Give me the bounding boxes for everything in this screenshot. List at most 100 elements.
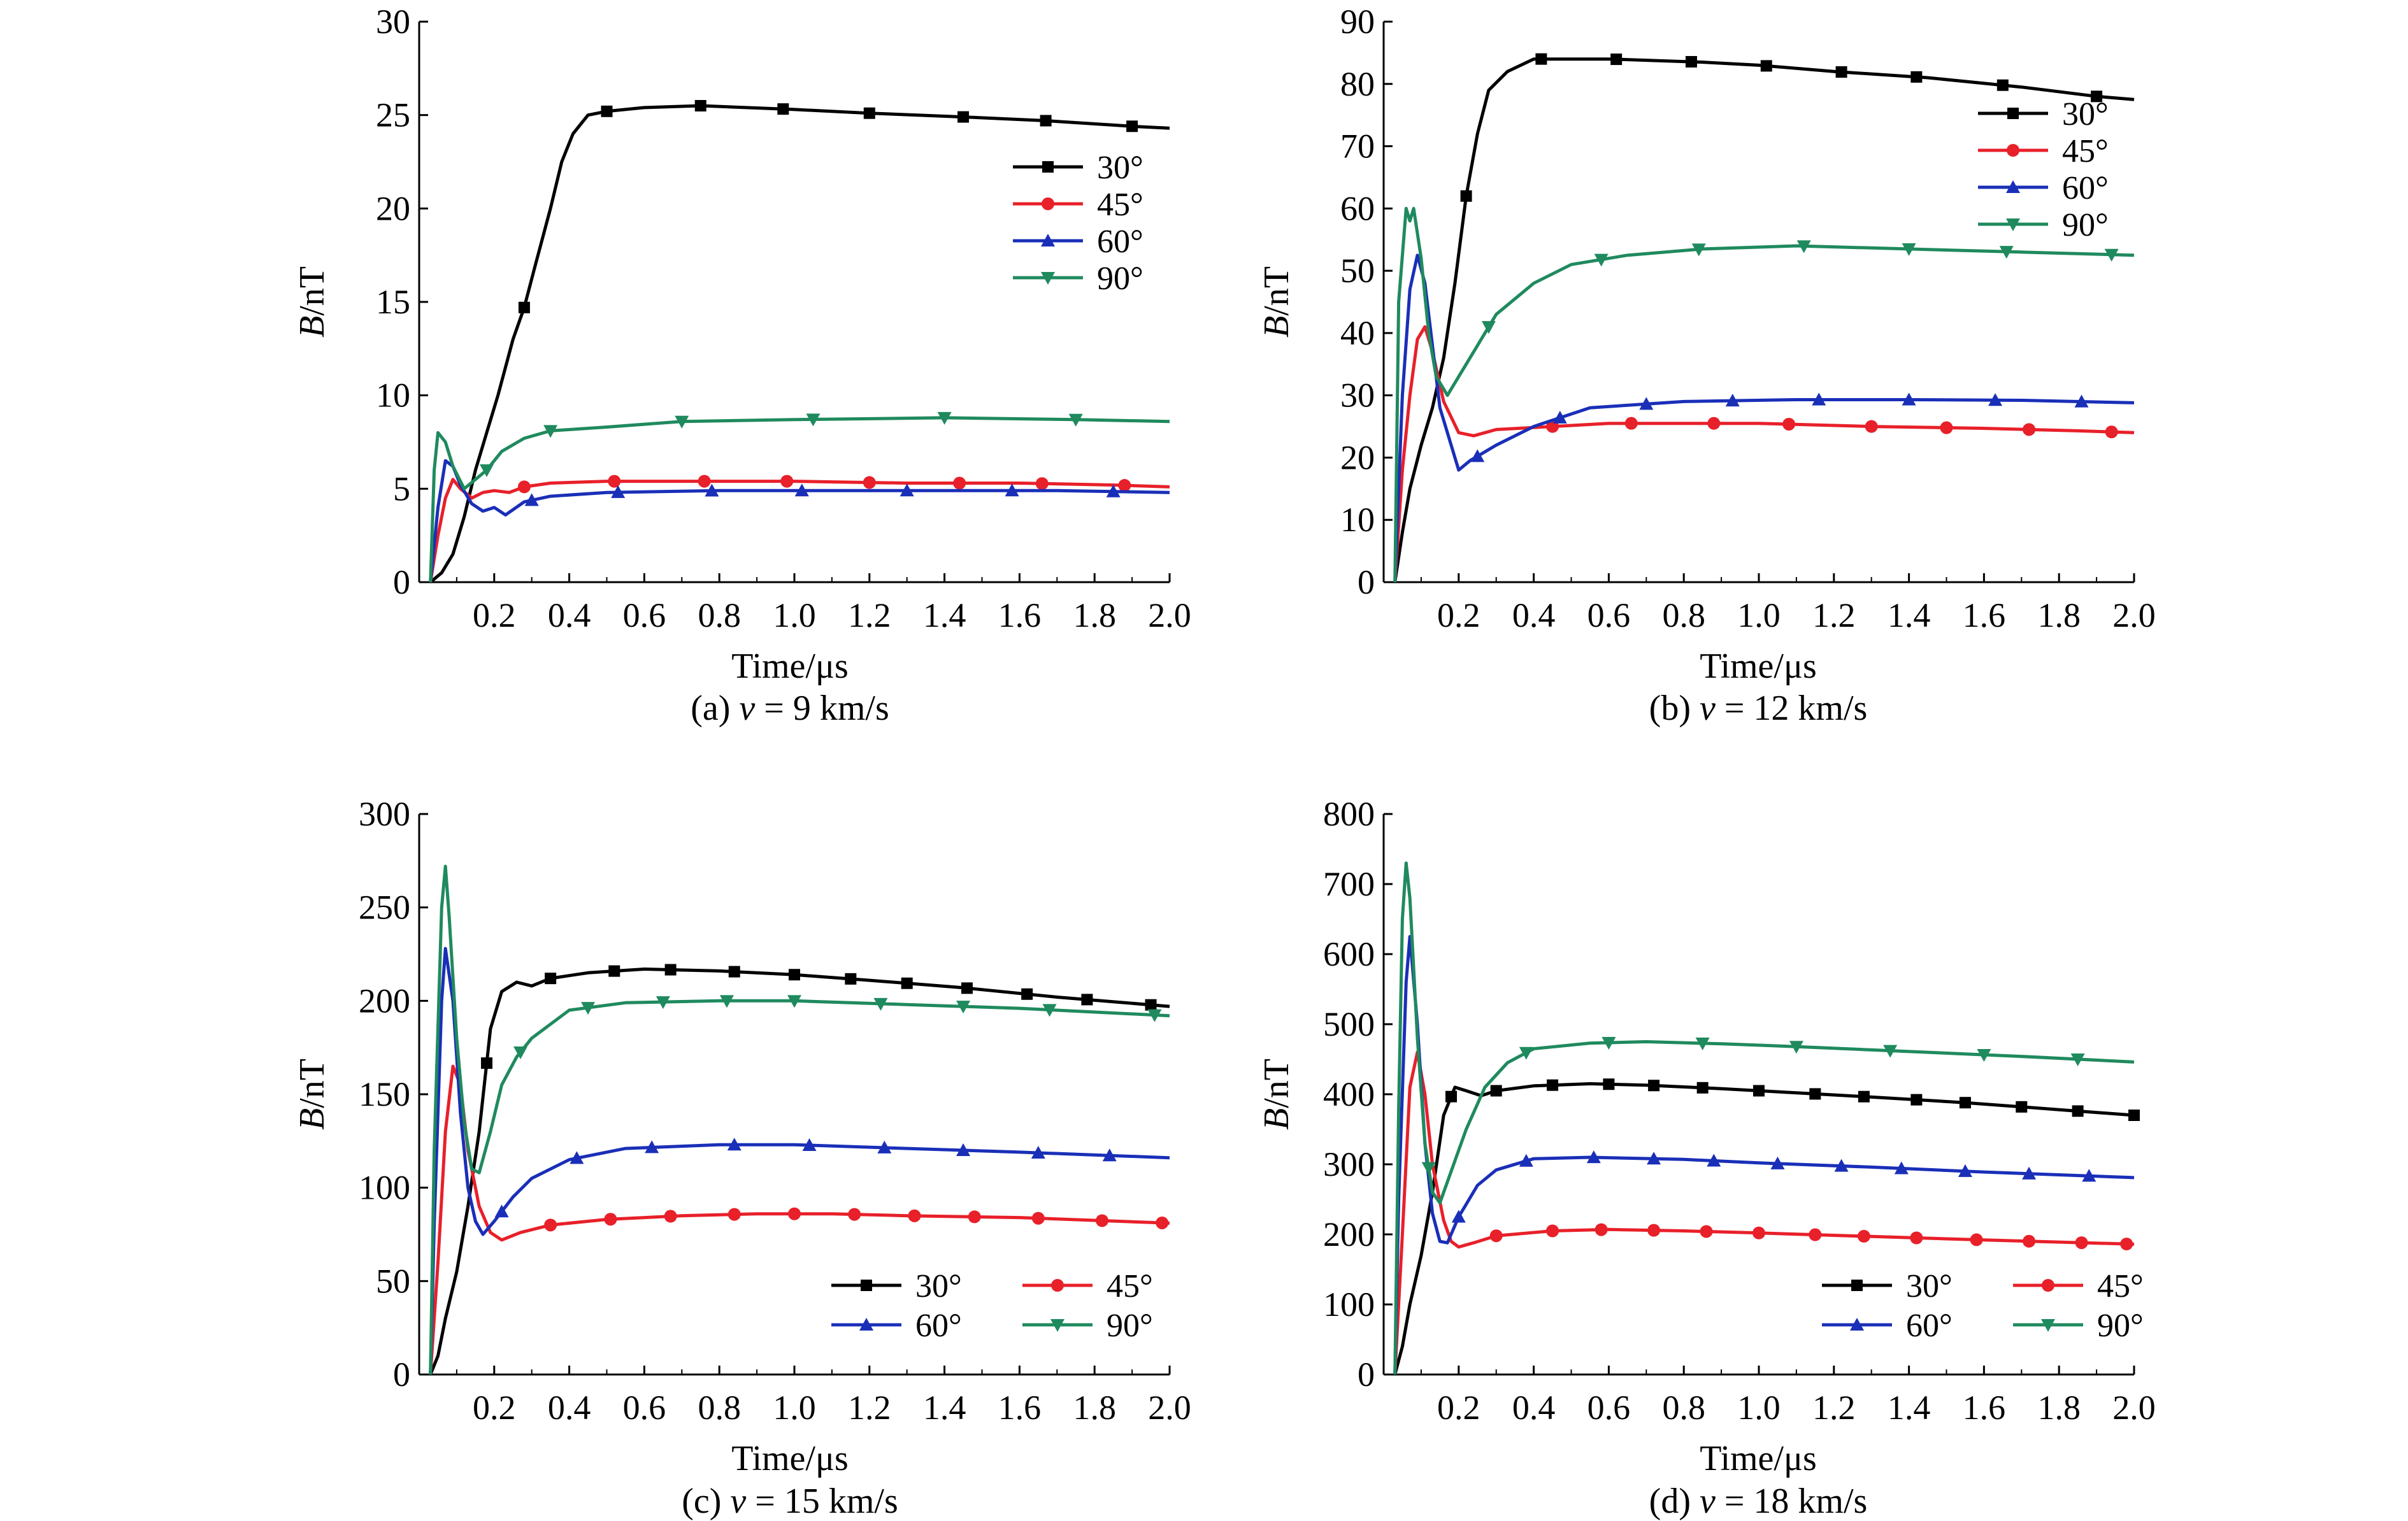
- series-marker: [1647, 1224, 1661, 1237]
- y-tick-label: 50: [376, 1262, 410, 1300]
- series-line-4: [1393, 861, 2135, 1375]
- series-marker: [1910, 1094, 1923, 1106]
- legend-label: 45°: [2097, 1268, 2144, 1304]
- series-line-3: [1393, 935, 2135, 1375]
- x-tick-label: 0.2: [1437, 1389, 1480, 1427]
- legend-label: 30°: [2062, 96, 2109, 132]
- y-tick-label: 60: [1340, 189, 1375, 227]
- series-marker: [2075, 1236, 2088, 1250]
- series-marker: [845, 973, 857, 985]
- series-line-4: [429, 864, 1170, 1375]
- series-marker: [1042, 1004, 1057, 1017]
- x-tick-label: 0.4: [548, 1389, 591, 1427]
- y-tick-label: 10: [376, 376, 410, 415]
- series-marker: [1809, 1228, 1822, 1241]
- series-marker: [517, 480, 531, 494]
- y-tick-label: 250: [359, 889, 410, 927]
- series-marker: [1696, 1082, 1709, 1094]
- legend-marker: [2007, 144, 2019, 157]
- series-marker: [780, 475, 794, 488]
- legend-marker: [1041, 234, 1055, 246]
- y-tick-label: 70: [1340, 127, 1375, 166]
- series-marker: [1685, 55, 1697, 68]
- series-marker: [848, 1208, 861, 1221]
- series-marker: [1958, 1164, 1972, 1177]
- series-marker: [2082, 1169, 2096, 1182]
- series-marker: [1760, 60, 1772, 72]
- legend-marker: [1042, 197, 1054, 210]
- series-marker: [1624, 417, 1638, 430]
- series-marker: [727, 1208, 741, 1221]
- legend-label: 30°: [1906, 1268, 1953, 1304]
- legend-marker: [1041, 272, 1055, 285]
- series-marker: [1603, 1078, 1615, 1090]
- series-line-1: [1393, 1082, 2135, 1375]
- legend-marker: [2006, 180, 2020, 193]
- series-marker: [2023, 423, 2036, 436]
- x-tick-label: 1.2: [1812, 1389, 1856, 1427]
- series-marker: [787, 995, 801, 1008]
- legend-marker: [1851, 1280, 1863, 1291]
- x-tick-label: 1.2: [848, 596, 891, 634]
- series-line-3: [1393, 254, 2135, 583]
- x-tick-label: 0.8: [698, 1389, 741, 1427]
- series-marker: [1999, 246, 2014, 259]
- series-line-4: [429, 416, 1170, 583]
- x-tick-label: 0.2: [473, 1389, 516, 1427]
- x-tick-label: 1.4: [923, 1389, 966, 1427]
- x-tick-label: 1.2: [848, 1389, 891, 1427]
- x-tick-label: 1.8: [1073, 1389, 1116, 1427]
- series-marker: [777, 103, 789, 115]
- x-tick-label: 0.2: [1437, 596, 1480, 634]
- x-tick-label: 0.2: [473, 596, 516, 634]
- series-marker: [2022, 1166, 2037, 1180]
- y-tick-label: 400: [1323, 1075, 1375, 1113]
- series-marker: [2104, 248, 2119, 262]
- y-tick-label: 700: [1323, 865, 1375, 903]
- x-axis-label: Time/μs: [731, 1439, 849, 1478]
- series-marker: [1490, 1085, 1502, 1097]
- series-marker: [1977, 1049, 1991, 1062]
- series-marker: [1106, 484, 1121, 497]
- series-marker: [1988, 393, 2003, 406]
- x-tick-label: 0.6: [1587, 596, 1631, 634]
- series-marker: [1834, 1159, 1849, 1172]
- series-marker: [968, 1210, 981, 1224]
- series-marker: [1753, 1085, 1765, 1097]
- series-marker: [2074, 394, 2089, 408]
- series-line-1: [1393, 57, 2135, 583]
- series-marker: [2120, 1238, 2133, 1251]
- series-marker: [1707, 417, 1721, 430]
- series-marker: [1546, 1224, 1559, 1238]
- series-marker: [581, 1002, 596, 1015]
- series-marker: [1126, 120, 1138, 132]
- y-tick-label: 30: [1340, 376, 1375, 415]
- series-marker: [719, 995, 734, 1008]
- series-marker: [1789, 1041, 1803, 1054]
- series-marker: [1481, 321, 1496, 334]
- series-marker: [545, 973, 557, 985]
- y-tick-label: 600: [1323, 935, 1375, 973]
- series-marker: [524, 493, 539, 506]
- series-marker: [789, 969, 800, 981]
- legend-marker: [2006, 218, 2020, 231]
- x-tick-label: 2.0: [1148, 1389, 1191, 1427]
- y-tick-label: 30: [376, 3, 410, 41]
- series-marker: [1910, 71, 1923, 83]
- series-marker: [645, 1140, 659, 1153]
- series-marker: [802, 1138, 817, 1151]
- series-marker: [901, 977, 913, 989]
- series-marker: [2016, 1101, 2028, 1113]
- series-marker: [1489, 1229, 1503, 1243]
- series-marker: [1068, 413, 1083, 427]
- panel-caption: (b) v = 12 km/s: [1649, 689, 1868, 728]
- y-tick-label: 10: [1340, 501, 1375, 539]
- y-tick-label: 300: [1323, 1145, 1375, 1183]
- x-tick-label: 0.6: [623, 1389, 666, 1427]
- x-tick-label: 1.6: [1963, 1389, 2006, 1427]
- series-line-3: [429, 459, 1170, 583]
- series-marker: [2091, 90, 2103, 103]
- y-tick-label: 20: [1340, 438, 1375, 476]
- legend-marker: [2007, 108, 2019, 119]
- x-tick-label: 0.8: [698, 596, 741, 634]
